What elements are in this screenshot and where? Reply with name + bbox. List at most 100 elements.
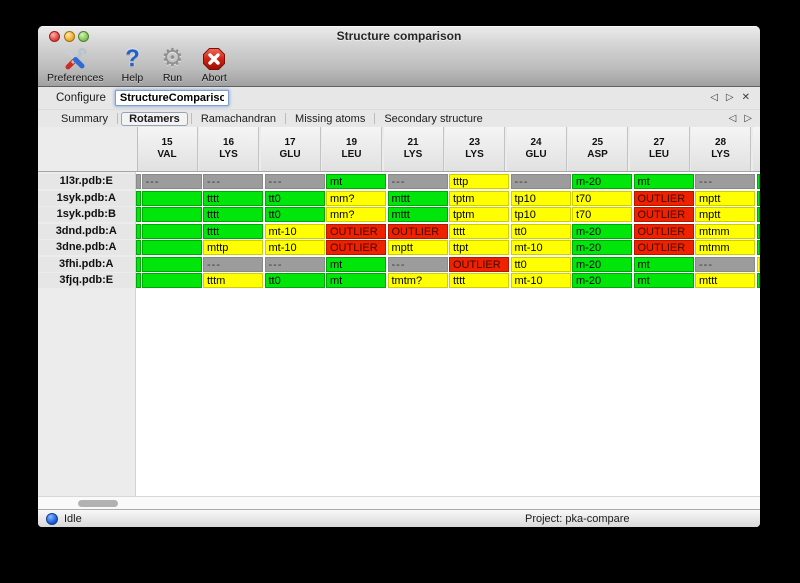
rotamer-cell[interactable]: tt0: [510, 223, 571, 239]
rotamer-cell[interactable]: mptt: [695, 190, 755, 206]
rotamer-cell[interactable]: ---: [387, 174, 448, 189]
minimize-button[interactable]: [63, 31, 75, 42]
rotamer-cell[interactable]: m-20: [572, 240, 632, 255]
tab-ramachandran[interactable]: Ramachandran: [200, 112, 277, 125]
rotamer-cell[interactable]: mt-10: [510, 273, 571, 288]
rotamer-cell[interactable]: OUTLIER: [633, 240, 694, 255]
rotamer-cell[interactable]: ---: [695, 174, 755, 189]
rotamer-cell[interactable]: ---: [203, 174, 263, 189]
rotamer-cell[interactable]: [141, 256, 202, 272]
help-button[interactable]: ? Help: [118, 45, 148, 84]
rotamer-cell[interactable]: mt-10: [510, 240, 571, 255]
close-tab-icon[interactable]: ✕: [741, 92, 750, 103]
rotamer-cell[interactable]: m-20: [572, 174, 632, 189]
rotamer-cell[interactable]: OUTLIER: [387, 223, 448, 239]
rotamer-cell[interactable]: mttp: [203, 240, 263, 255]
rotamer-cell[interactable]: tttm: [203, 273, 263, 288]
abort-button[interactable]: Abort: [198, 45, 231, 84]
rotamer-cell[interactable]: mt-10: [264, 240, 325, 255]
row-label[interactable]: 1l3r.pdb:E: [38, 174, 135, 189]
rotamer-cell[interactable]: mt: [633, 174, 694, 189]
tab-summary[interactable]: Summary: [61, 112, 109, 125]
column-header-residue: LYS: [403, 149, 423, 160]
rotamer-cell[interactable]: tp10: [510, 207, 571, 222]
rotamer-cell[interactable]: mt: [633, 256, 694, 272]
rotamer-cell[interactable]: ---: [510, 174, 571, 189]
rotamer-cell[interactable]: tmtm?: [387, 273, 448, 288]
rotamer-cell[interactable]: tp10: [510, 190, 571, 206]
rotamer-cell[interactable]: ---: [387, 256, 448, 272]
rotamer-cell[interactable]: mttt: [387, 207, 448, 222]
rotamer-cell[interactable]: mptt: [387, 240, 448, 255]
horizontal-scrollbar[interactable]: [38, 496, 760, 509]
horizontal-scrollbar-thumb[interactable]: [78, 499, 118, 507]
zoom-button[interactable]: [78, 31, 89, 42]
job-name-input[interactable]: [114, 90, 229, 106]
rotamer-cell[interactable]: tttt: [449, 273, 509, 288]
rotamer-cell[interactable]: tttp: [449, 174, 509, 189]
rotamer-cell[interactable]: mptt: [695, 207, 755, 222]
rotamer-cell[interactable]: [141, 273, 202, 288]
rotamer-cell[interactable]: [141, 223, 202, 239]
nav-next-icon[interactable]: ▷: [725, 92, 734, 103]
rotamer-cell[interactable]: mttt: [387, 190, 448, 206]
rotamer-cell[interactable]: t70: [572, 207, 632, 222]
rotamer-cell[interactable]: ---: [264, 174, 325, 189]
column-header-number: 16: [222, 137, 235, 148]
rotamer-cell[interactable]: mt: [326, 256, 386, 272]
rotamer-cell[interactable]: ttpt: [449, 240, 509, 255]
rotamer-cell[interactable]: mm?: [326, 190, 386, 206]
rotamer-cell[interactable]: tt0: [264, 190, 325, 206]
close-button[interactable]: [49, 31, 60, 42]
rotamer-cell[interactable]: mt: [633, 273, 694, 288]
rotamer-cell[interactable]: OUTLIER: [326, 223, 386, 239]
tab-nav-prev-icon[interactable]: ◁: [728, 112, 737, 124]
rotamer-cell[interactable]: t70: [572, 190, 632, 206]
preferences-button[interactable]: Preferences: [43, 45, 108, 84]
tab-nav-next-icon[interactable]: ▷: [744, 112, 752, 124]
rotamer-cell[interactable]: mt: [326, 273, 386, 288]
rotamer-cell[interactable]: mttt: [695, 273, 755, 288]
tab-rotamers[interactable]: Rotamers: [121, 111, 188, 126]
tab-missing-atoms[interactable]: Missing atoms: [295, 112, 366, 125]
rotamer-cell[interactable]: OUTLIER: [449, 256, 509, 272]
rotamer-cell[interactable]: OUTLIER: [633, 207, 694, 222]
rotamer-cell[interactable]: ---: [264, 256, 325, 272]
rotamer-cell[interactable]: tt0: [510, 256, 571, 272]
run-button[interactable]: ⚙ Run: [157, 45, 187, 85]
rotamer-cell[interactable]: [141, 190, 202, 206]
rotamer-cell[interactable]: tptm: [449, 207, 509, 222]
rotamer-cell[interactable]: mtmm: [695, 223, 755, 239]
rotamer-cell[interactable]: [141, 240, 202, 255]
rotamer-cell[interactable]: OUTLIER: [326, 240, 386, 255]
rotamer-cell[interactable]: tttt: [203, 223, 263, 239]
row-label[interactable]: 1syk.pdb:B: [38, 207, 135, 222]
rotamer-cell[interactable]: ---: [695, 256, 755, 272]
rotamer-cell[interactable]: mt: [326, 174, 386, 189]
rotamer-cell[interactable]: tt0: [264, 207, 325, 222]
rotamer-cell[interactable]: m-20: [572, 273, 632, 288]
rotamer-cell[interactable]: tptm: [449, 190, 509, 206]
rotamer-cell[interactable]: [141, 207, 202, 222]
rotamer-cell[interactable]: OUTLIER: [633, 190, 694, 206]
rotamer-cell[interactable]: ---: [141, 174, 202, 189]
row-label[interactable]: 1syk.pdb:A: [38, 190, 135, 206]
rotamer-cell[interactable]: mtmm: [695, 240, 755, 255]
nav-prev-icon[interactable]: ◁: [710, 92, 718, 103]
row-label[interactable]: 3fjq.pdb:E: [38, 273, 135, 288]
row-label[interactable]: 3dnd.pdb:A: [38, 223, 135, 239]
rotamer-cell[interactable]: OUTLIER: [633, 223, 694, 239]
row-label[interactable]: 3dne.pdb:A: [38, 240, 135, 255]
rotamer-cell[interactable]: tt0: [264, 273, 325, 288]
column-header-residue: GLU: [525, 149, 547, 160]
rotamer-cell[interactable]: ---: [203, 256, 263, 272]
rotamer-cell[interactable]: m-20: [572, 256, 632, 272]
rotamer-cell[interactable]: mm?: [326, 207, 386, 222]
rotamer-cell[interactable]: tttt: [203, 190, 263, 206]
rotamer-cell[interactable]: tttt: [203, 207, 263, 222]
rotamer-cell[interactable]: m-20: [572, 223, 632, 239]
rotamer-cell[interactable]: tttt: [449, 223, 509, 239]
tab-secondary-structure[interactable]: Secondary structure: [384, 112, 483, 125]
rotamer-cell[interactable]: mt-10: [264, 223, 325, 239]
row-label[interactable]: 3fhi.pdb:A: [38, 256, 135, 272]
